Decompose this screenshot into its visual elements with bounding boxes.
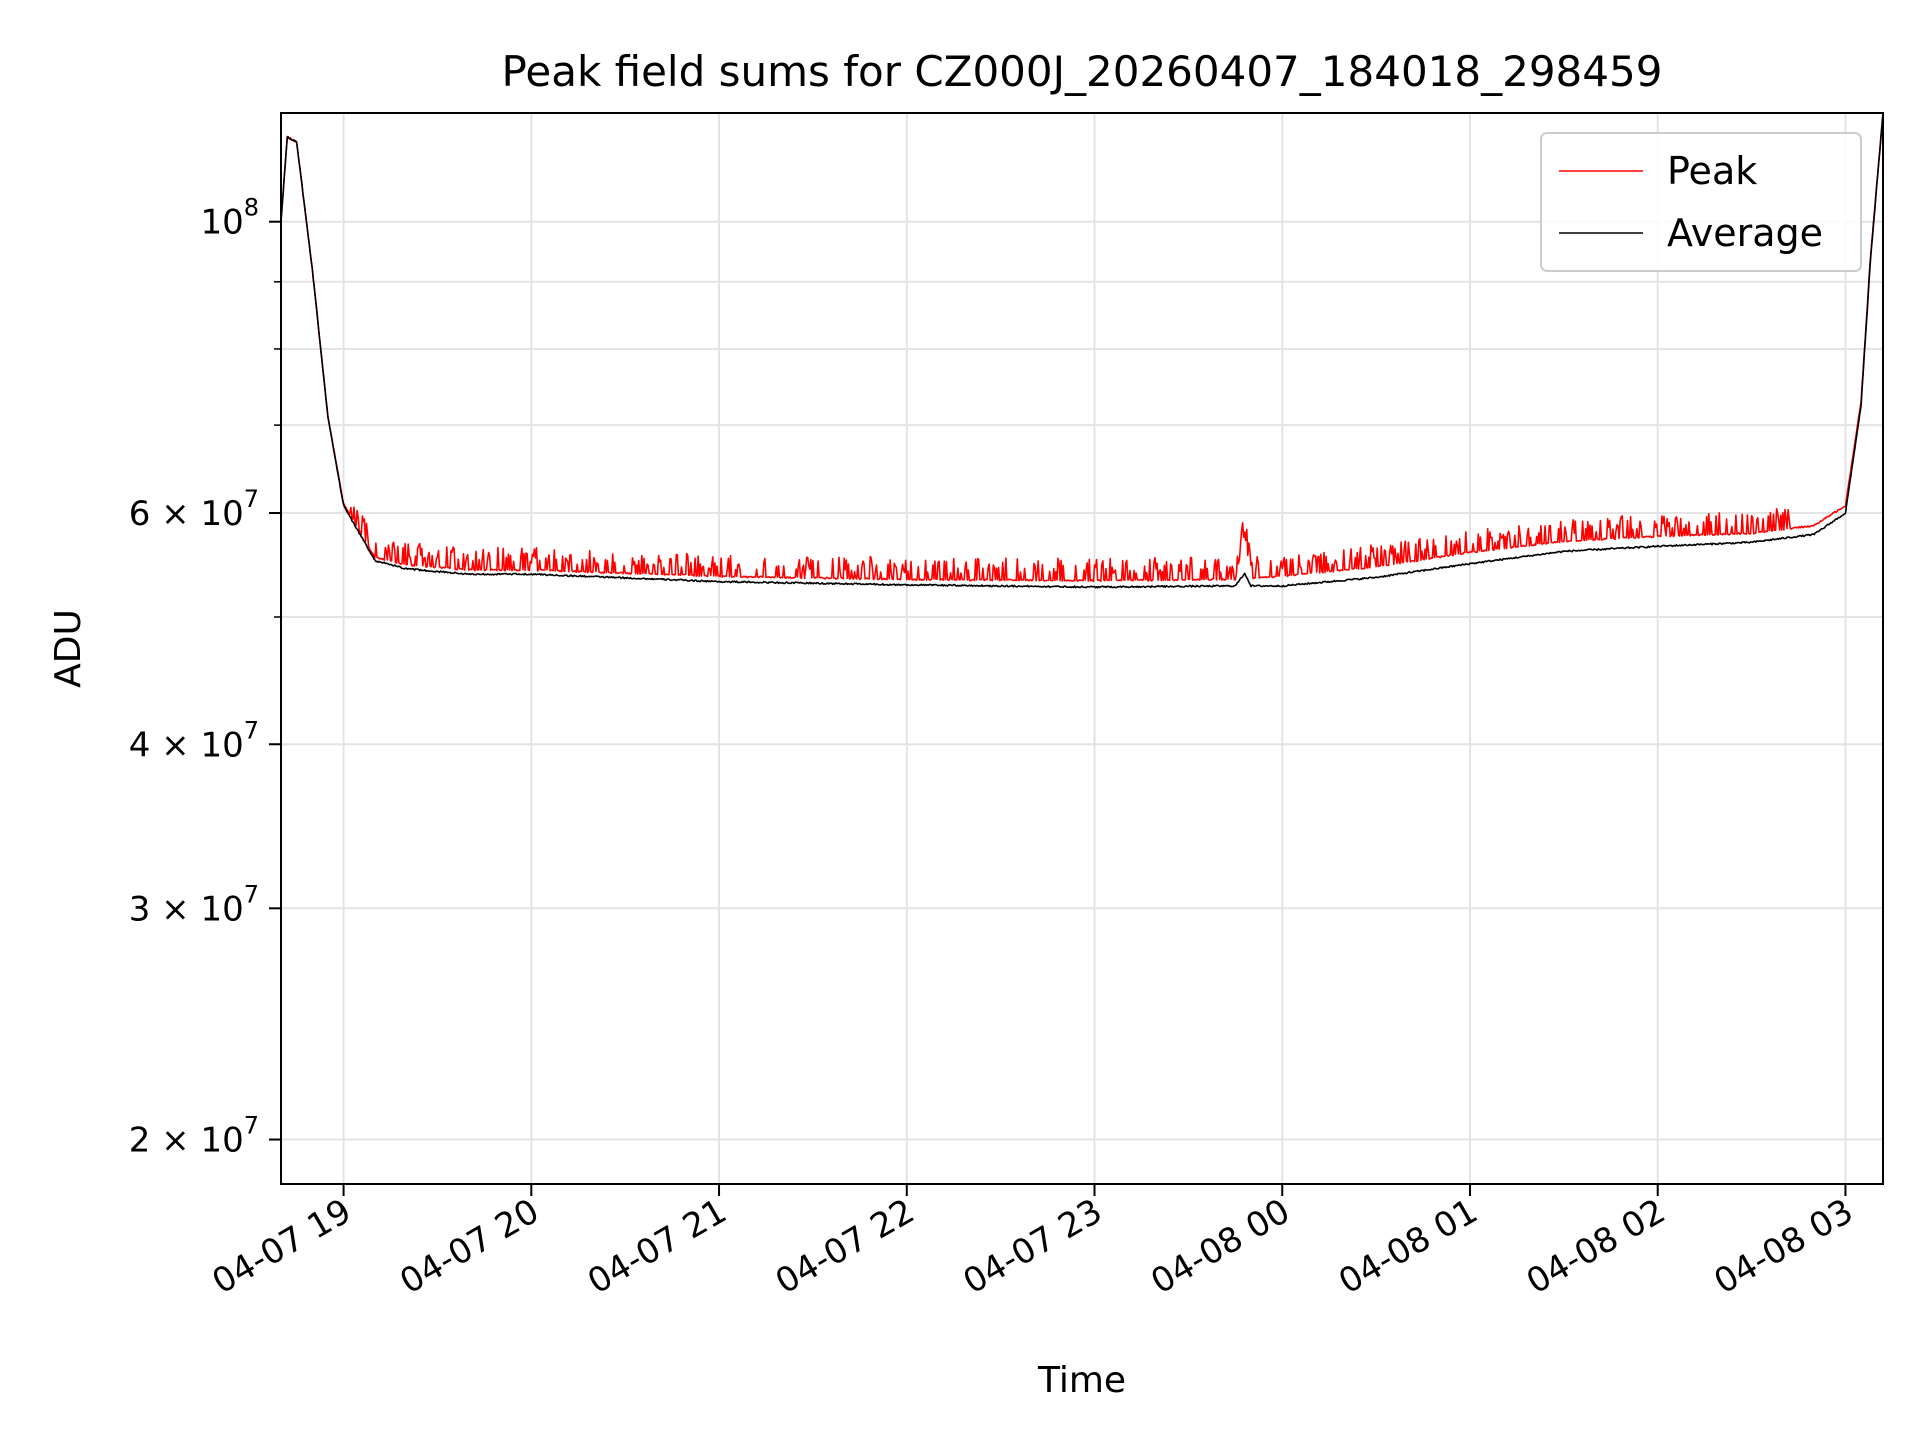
grid bbox=[281, 113, 1883, 1184]
series-line-peak bbox=[281, 113, 1883, 583]
x-axis-label: Time bbox=[1037, 1360, 1126, 1401]
legend-box bbox=[1540, 132, 1862, 272]
y-tick-label: 2 × 107 bbox=[129, 1112, 259, 1161]
y-tick-label: 6 × 107 bbox=[129, 485, 259, 534]
y-tick-label: 108 bbox=[200, 194, 259, 243]
y-axis-label: ADU bbox=[48, 609, 89, 688]
chart-title: Peak field sums for CZ000J_20260407_1840… bbox=[502, 47, 1663, 96]
legend-entry-average: Average bbox=[1667, 211, 1823, 255]
y-tick-label: 3 × 107 bbox=[129, 880, 259, 929]
series-line-average bbox=[281, 113, 1883, 589]
legend-entry-peak: Peak bbox=[1667, 149, 1757, 193]
legend: Peak Average bbox=[1540, 132, 1862, 272]
y-axis: 2 × 107 3 × 107 4 × 107 6 × 107 108 bbox=[129, 194, 281, 1161]
series-layer bbox=[281, 113, 1883, 589]
plot-frame bbox=[280, 112, 1884, 1185]
y-tick-label: 4 × 107 bbox=[129, 716, 259, 765]
